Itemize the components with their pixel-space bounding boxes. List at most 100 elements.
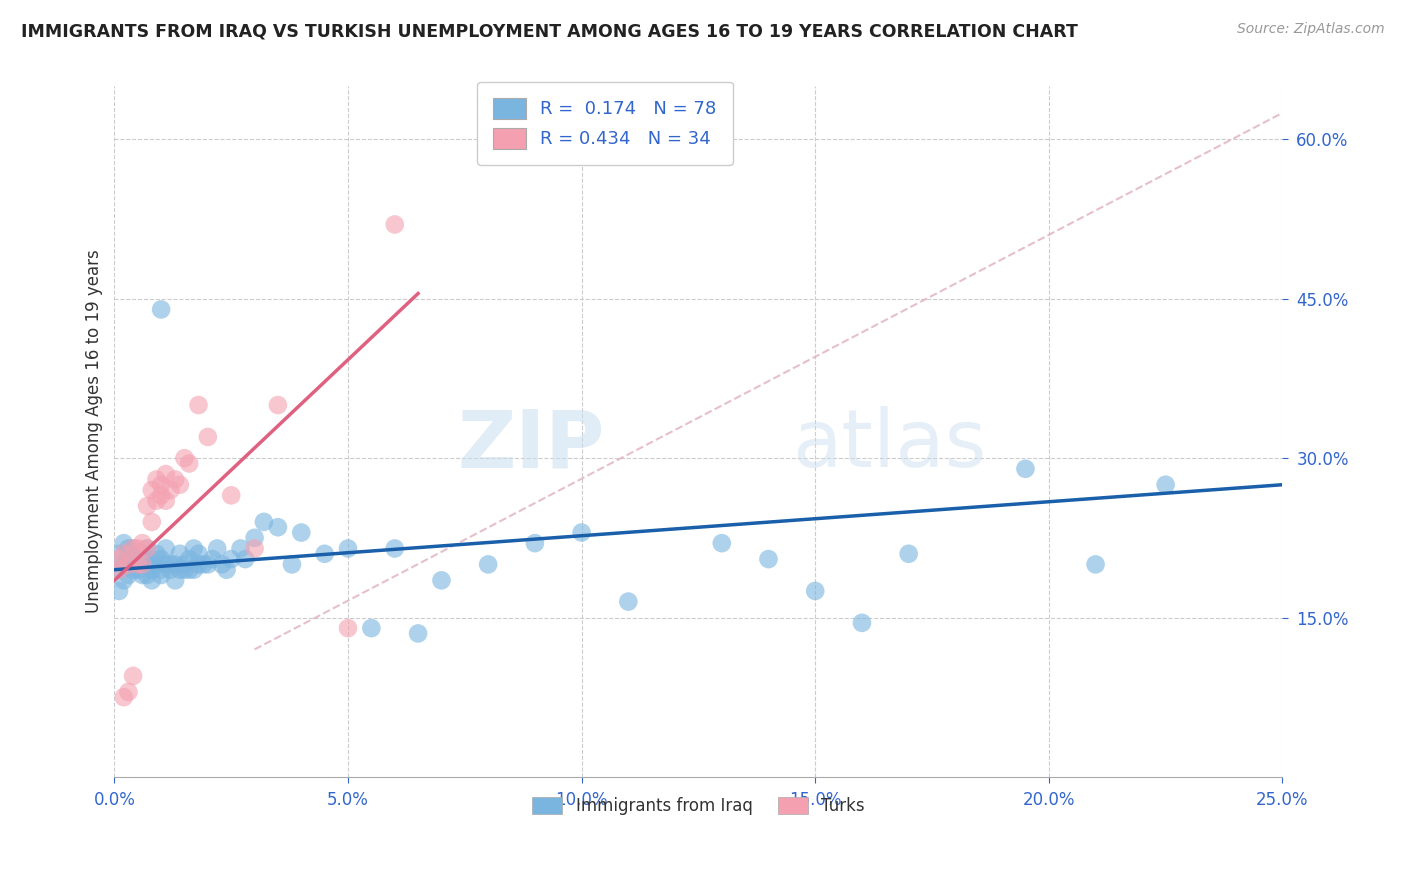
Point: [141, 563, 163, 577]
Point: [150, 488, 173, 502]
Point: [127, 552, 149, 566]
Point: [406, 626, 429, 640]
Point: [243, 531, 266, 545]
Point: [122, 541, 145, 556]
Point: [169, 477, 191, 491]
Point: [851, 615, 873, 630]
Point: [187, 547, 209, 561]
Point: [136, 541, 159, 556]
Point: [179, 457, 201, 471]
Point: [150, 302, 173, 317]
Point: [145, 558, 167, 572]
Point: [165, 558, 187, 572]
Legend: Immigrants from Iraq, Turks: Immigrants from Iraq, Turks: [524, 789, 873, 824]
Point: [127, 563, 149, 577]
Point: [159, 558, 181, 572]
Point: [150, 552, 173, 566]
Point: [131, 558, 153, 572]
Point: [127, 547, 149, 561]
Point: [141, 552, 163, 566]
Point: [112, 574, 135, 588]
Point: [127, 558, 149, 572]
Point: [131, 536, 153, 550]
Point: [384, 541, 406, 556]
Point: [159, 563, 181, 577]
Point: [281, 558, 304, 572]
Point: [108, 552, 131, 566]
Point: [233, 552, 256, 566]
Point: [141, 515, 163, 529]
Point: [219, 552, 242, 566]
Point: [117, 685, 139, 699]
Point: [243, 541, 266, 556]
Point: [117, 541, 139, 556]
Point: [150, 563, 173, 577]
Point: [155, 467, 177, 482]
Point: [1014, 462, 1036, 476]
Point: [159, 483, 181, 497]
Point: [360, 621, 382, 635]
Point: [112, 690, 135, 705]
Point: [229, 541, 252, 556]
Point: [253, 515, 276, 529]
Point: [117, 558, 139, 572]
Point: [122, 558, 145, 572]
Point: [179, 552, 201, 566]
Point: [1154, 477, 1177, 491]
Point: [219, 488, 242, 502]
Point: [197, 430, 219, 444]
Point: [384, 218, 406, 232]
Text: ZIP: ZIP: [458, 407, 605, 484]
Point: [290, 525, 312, 540]
Point: [122, 669, 145, 683]
Point: [150, 477, 173, 491]
Point: [136, 541, 159, 556]
Point: [169, 563, 191, 577]
Point: [314, 547, 336, 561]
Point: [897, 547, 920, 561]
Point: [477, 558, 499, 572]
Point: [193, 558, 215, 572]
Point: [205, 541, 228, 556]
Point: [187, 558, 209, 572]
Point: [267, 520, 290, 534]
Point: [112, 558, 135, 572]
Point: [141, 574, 163, 588]
Point: [117, 568, 139, 582]
Point: [617, 594, 640, 608]
Point: [131, 547, 153, 561]
Point: [155, 493, 177, 508]
Point: [173, 563, 195, 577]
Point: [571, 525, 593, 540]
Point: [197, 558, 219, 572]
Point: [127, 541, 149, 556]
Point: [112, 536, 135, 550]
Point: [215, 563, 238, 577]
Point: [430, 574, 453, 588]
Point: [183, 541, 205, 556]
Point: [173, 451, 195, 466]
Point: [136, 568, 159, 582]
Text: IMMIGRANTS FROM IRAQ VS TURKISH UNEMPLOYMENT AMONG AGES 16 TO 19 YEARS CORRELATI: IMMIGRANTS FROM IRAQ VS TURKISH UNEMPLOY…: [21, 22, 1078, 40]
Point: [337, 621, 360, 635]
Point: [201, 552, 224, 566]
Text: Source: ZipAtlas.com: Source: ZipAtlas.com: [1237, 22, 1385, 37]
Point: [710, 536, 733, 550]
Point: [112, 547, 135, 561]
Text: atlas: atlas: [792, 407, 986, 484]
Point: [150, 568, 173, 582]
Point: [122, 563, 145, 577]
Point: [117, 552, 139, 566]
Point: [155, 558, 177, 572]
Point: [131, 568, 153, 582]
Point: [337, 541, 360, 556]
Point: [145, 472, 167, 486]
Point: [211, 558, 233, 572]
Point: [523, 536, 546, 550]
Point: [804, 584, 827, 599]
Point: [183, 563, 205, 577]
Point: [136, 499, 159, 513]
Point: [108, 563, 131, 577]
Point: [267, 398, 290, 412]
Point: [108, 584, 131, 599]
